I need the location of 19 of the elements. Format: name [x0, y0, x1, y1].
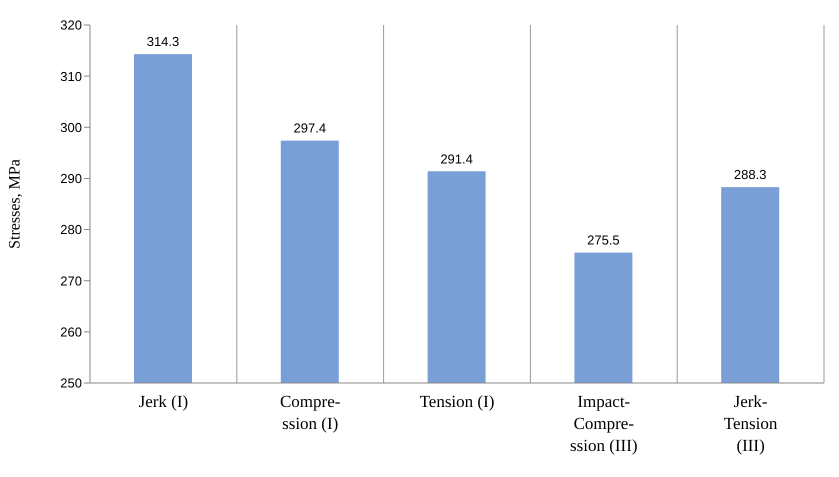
data-label: 314.3 — [146, 34, 180, 50]
y-tick-label: 320 — [60, 18, 82, 33]
y-tick-label: 290 — [60, 171, 82, 186]
y-axis-title: Stresses, MPa — [6, 159, 24, 249]
data-label: 291.4 — [440, 151, 473, 166]
data-label: 288.3 — [734, 167, 766, 182]
y-tick-label: 270 — [60, 273, 82, 288]
data-label: 275.5 — [587, 232, 620, 248]
x-tick-label: Jerk (I) — [138, 392, 188, 411]
y-tick-label: 250 — [60, 376, 82, 391]
y-tick-label: 300 — [60, 120, 82, 135]
x-tick-label: Tension (I) — [420, 392, 494, 411]
x-tick-label: Impact- Compre- ssion (III) — [570, 392, 638, 455]
x-tick-label: Jerk- Tension (III) — [724, 392, 778, 455]
y-tick-label: 260 — [60, 324, 82, 340]
y-tick-label: 310 — [60, 68, 82, 84]
x-tick-label: Compre- ssion (I) — [280, 392, 341, 433]
data-label: 297.4 — [294, 120, 326, 136]
y-tick-label: 280 — [60, 222, 82, 238]
